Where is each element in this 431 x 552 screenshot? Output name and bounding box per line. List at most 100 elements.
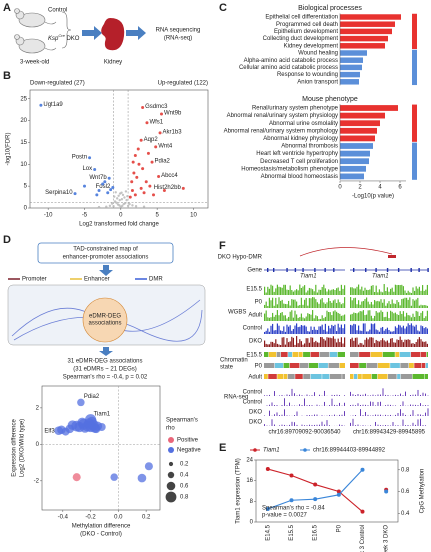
signal-bar — [355, 395, 356, 396]
size-key — [166, 481, 176, 491]
signal-bar — [305, 316, 307, 321]
point — [113, 195, 116, 198]
point — [313, 482, 318, 487]
signal-bar — [414, 300, 416, 308]
state-block — [412, 374, 425, 379]
signal-bar — [351, 313, 353, 321]
signal-bar — [399, 325, 401, 334]
signal-bar — [336, 311, 338, 321]
signal-bar — [273, 291, 275, 295]
signal-bar — [274, 391, 275, 396]
signal-bar — [366, 331, 368, 334]
signal-bar — [310, 288, 312, 295]
x-tick-label: P0 — [336, 524, 342, 532]
signal-bar — [320, 289, 322, 295]
signal-bar — [340, 284, 342, 295]
signal-bar — [299, 317, 301, 321]
x-tick-label: -0.4 — [58, 515, 69, 521]
signal-bar — [326, 310, 328, 321]
signal-bar — [305, 338, 307, 347]
signal-bar — [375, 285, 377, 295]
signal-bar — [423, 317, 425, 321]
signal-bar — [324, 303, 326, 308]
signal-bar — [409, 297, 411, 308]
exon — [324, 268, 326, 272]
signal-bar — [289, 305, 291, 308]
signal-bar — [334, 404, 335, 406]
signal-bar — [362, 300, 364, 308]
signal-bar — [288, 326, 290, 334]
point-label: Ugt1a9 — [43, 102, 63, 108]
signal-bar — [336, 394, 338, 396]
signal-bar — [294, 325, 296, 334]
signal-bar — [351, 300, 353, 308]
signal-bar — [289, 311, 291, 321]
signal-bar — [370, 401, 371, 406]
signal-bar — [390, 414, 391, 416]
dmr-arc — [299, 247, 393, 257]
group-label: Chromatin — [220, 358, 248, 364]
signal-bar — [391, 331, 393, 334]
signal-bar — [310, 314, 312, 321]
point — [141, 167, 145, 171]
signal-bar — [276, 405, 278, 406]
signal-bar — [315, 340, 317, 347]
signal-bar — [417, 297, 419, 308]
signal-bar — [340, 337, 342, 347]
signal-bar — [331, 398, 333, 406]
signal-bar — [418, 337, 420, 347]
point — [131, 204, 134, 207]
signal-bar — [269, 394, 270, 396]
signal-bar — [305, 292, 307, 295]
signal-bar — [281, 337, 283, 347]
signal-bar — [378, 331, 380, 334]
point — [336, 489, 341, 494]
signal-bar — [315, 299, 317, 308]
signal-bar — [296, 323, 298, 334]
state-block — [350, 363, 359, 368]
signal-bar — [315, 284, 317, 295]
signal-bar — [265, 343, 267, 347]
panel-label: A — [3, 2, 11, 14]
signal-bar — [281, 424, 283, 426]
signal-bar — [390, 404, 391, 406]
signal-bar — [321, 315, 323, 321]
signal-bar — [342, 328, 344, 334]
signal-bar — [278, 315, 280, 321]
signal-bar — [382, 292, 384, 295]
signal-bar — [377, 340, 379, 347]
point-label: Pdia2 — [84, 394, 100, 400]
signal-bar — [275, 330, 277, 334]
signal-bar — [361, 286, 363, 295]
signal-bar — [265, 310, 267, 321]
signal-bar — [270, 325, 272, 334]
signal-bar — [270, 341, 272, 347]
signal-bar — [334, 414, 335, 416]
signal-bar — [397, 425, 399, 426]
signal-bar — [280, 287, 282, 295]
signal-bar — [278, 325, 280, 334]
signal-bar — [422, 285, 424, 295]
signal-bar — [405, 425, 406, 426]
track-label: DKO Hypo-DMR — [218, 255, 263, 261]
signal-bar — [394, 284, 396, 295]
signal-bar — [406, 297, 408, 308]
signal-bar — [417, 330, 419, 334]
category-label: Alpha-amino acid catabolic process — [244, 58, 338, 64]
category-label: Epithelium development — [274, 29, 338, 35]
category-label: Wound healing — [298, 51, 338, 57]
signal-bar — [378, 341, 380, 347]
signal-bar — [284, 331, 286, 334]
state-block — [268, 374, 277, 379]
signal-bar — [396, 327, 398, 334]
signal-bar — [302, 304, 304, 308]
signal-bar — [366, 314, 368, 321]
signal-bar — [423, 328, 425, 334]
point — [128, 202, 131, 206]
signal-bar — [410, 394, 411, 396]
state-block — [350, 374, 354, 379]
signal-bar — [309, 404, 310, 406]
state-block — [318, 363, 328, 368]
signal-bar — [418, 315, 420, 321]
